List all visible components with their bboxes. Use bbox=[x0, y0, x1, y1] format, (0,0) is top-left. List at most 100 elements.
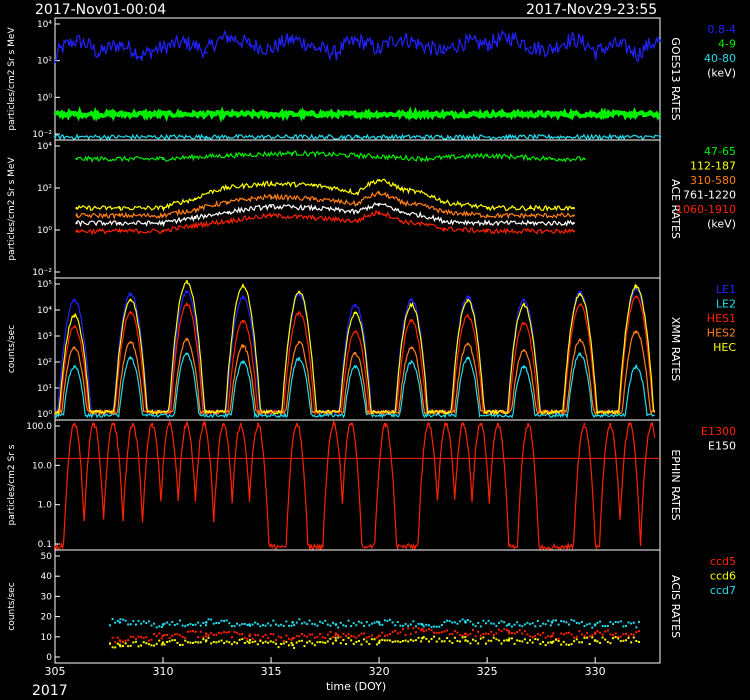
data-point bbox=[389, 633, 392, 636]
data-point bbox=[567, 631, 570, 634]
data-point bbox=[601, 633, 604, 636]
data-point bbox=[73, 298, 76, 302]
data-point bbox=[448, 640, 451, 643]
data-point bbox=[161, 229, 165, 233]
series-line bbox=[54, 29, 660, 62]
data-point bbox=[487, 639, 490, 642]
data-point bbox=[570, 643, 573, 646]
data-point bbox=[225, 640, 228, 643]
data-point bbox=[500, 620, 503, 623]
y-axis-label: counts/sec bbox=[7, 325, 17, 373]
legend-hec: HEC bbox=[713, 341, 736, 354]
data-point bbox=[210, 632, 213, 635]
data-point bbox=[354, 330, 357, 333]
data-point bbox=[522, 322, 526, 325]
data-point bbox=[578, 630, 581, 633]
data-point bbox=[544, 644, 547, 647]
data-point bbox=[176, 633, 179, 636]
data-point bbox=[155, 642, 158, 645]
data-point bbox=[635, 284, 638, 288]
data-point bbox=[557, 623, 560, 626]
data-point bbox=[474, 635, 477, 638]
data-point bbox=[635, 639, 638, 642]
x-tick-label: 310 bbox=[153, 665, 174, 678]
data-point bbox=[442, 201, 446, 204]
data-point bbox=[402, 628, 405, 631]
data-point bbox=[554, 638, 557, 641]
data-point bbox=[529, 635, 532, 638]
data-point bbox=[153, 644, 156, 647]
data-point bbox=[220, 639, 223, 642]
data-point bbox=[223, 619, 226, 622]
data-point bbox=[199, 624, 202, 627]
data-point bbox=[513, 623, 516, 626]
data-point bbox=[282, 625, 285, 628]
data-point bbox=[583, 634, 586, 637]
data-point bbox=[311, 622, 314, 625]
data-point bbox=[575, 638, 578, 641]
data-point bbox=[635, 295, 638, 298]
data-point bbox=[272, 633, 275, 636]
data-point bbox=[316, 624, 319, 627]
data-point bbox=[510, 632, 513, 635]
data-point bbox=[363, 625, 366, 628]
data-point bbox=[417, 627, 420, 630]
data-point bbox=[295, 641, 298, 644]
data-point bbox=[356, 39, 359, 42]
data-point bbox=[202, 636, 205, 639]
data-point bbox=[243, 636, 246, 639]
data-point bbox=[552, 632, 555, 635]
data-point bbox=[199, 641, 202, 644]
data-point bbox=[111, 636, 114, 639]
data-point bbox=[212, 633, 215, 636]
data-point bbox=[542, 631, 545, 634]
data-point bbox=[560, 632, 563, 635]
data-point bbox=[248, 641, 251, 644]
data-point bbox=[176, 622, 179, 625]
data-point bbox=[617, 637, 620, 640]
data-point bbox=[383, 619, 386, 622]
data-point bbox=[604, 630, 607, 633]
data-point bbox=[658, 39, 662, 42]
data-point bbox=[583, 422, 586, 426]
data-point bbox=[547, 619, 550, 622]
y-tick-label: 10⁴ bbox=[37, 20, 52, 30]
data-point bbox=[352, 635, 355, 638]
data-point bbox=[259, 640, 262, 643]
data-point bbox=[461, 634, 464, 637]
data-point bbox=[350, 639, 353, 642]
data-point bbox=[550, 641, 554, 644]
data-point bbox=[329, 637, 332, 640]
data-point bbox=[158, 625, 161, 628]
legend-ccd7: ccd7 bbox=[710, 584, 736, 597]
data-point bbox=[339, 635, 342, 638]
data-point bbox=[140, 636, 143, 639]
data-point bbox=[399, 187, 402, 191]
data-point bbox=[394, 624, 397, 627]
data-point bbox=[160, 643, 163, 646]
data-point bbox=[459, 620, 462, 623]
data-point bbox=[487, 619, 490, 622]
data-point bbox=[226, 35, 230, 39]
data-point bbox=[421, 636, 424, 640]
data-point bbox=[565, 621, 568, 624]
data-point bbox=[394, 640, 397, 643]
data-point bbox=[303, 645, 306, 648]
data-point bbox=[233, 641, 236, 644]
y-tick-label: 40 bbox=[41, 572, 53, 582]
data-point bbox=[609, 633, 612, 636]
data-point bbox=[121, 618, 124, 621]
data-point bbox=[593, 639, 597, 642]
data-point bbox=[420, 622, 423, 625]
data-point bbox=[466, 618, 469, 621]
data-point bbox=[572, 206, 575, 210]
data-point bbox=[142, 641, 145, 644]
data-point bbox=[377, 211, 381, 214]
data-point bbox=[472, 638, 475, 641]
data-point bbox=[402, 640, 405, 643]
data-point bbox=[251, 637, 254, 640]
data-point bbox=[114, 646, 117, 649]
data-point bbox=[442, 227, 446, 231]
data-point bbox=[580, 641, 583, 644]
